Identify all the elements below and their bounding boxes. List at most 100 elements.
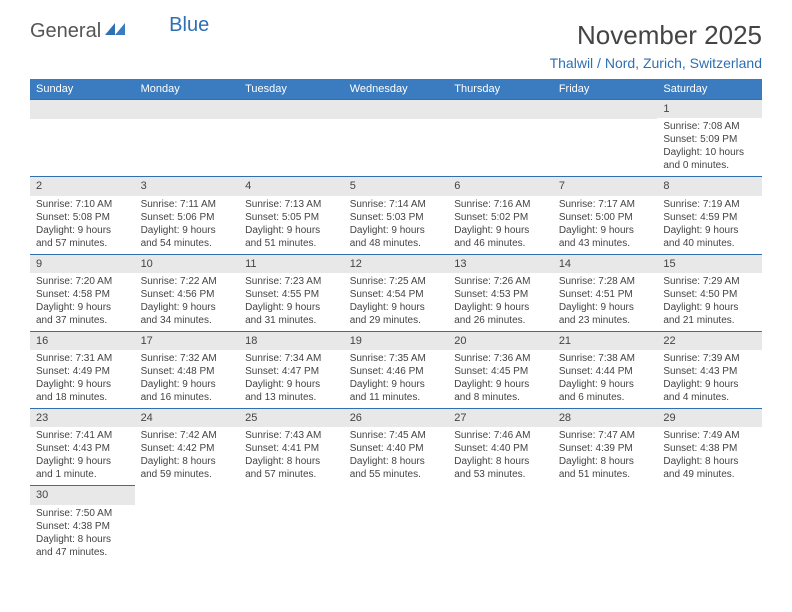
day-line: Daylight: 8 hours [663, 455, 756, 468]
day-line: Sunrise: 7:13 AM [245, 198, 338, 211]
day-line: Sunrise: 7:29 AM [663, 275, 756, 288]
day-number: 16 [30, 331, 135, 350]
day-cell: 29Sunrise: 7:49 AMSunset: 4:38 PMDayligh… [657, 408, 762, 485]
day-line: Daylight: 9 hours [454, 378, 547, 391]
day-cell [448, 99, 553, 176]
day-cell: 19Sunrise: 7:35 AMSunset: 4:46 PMDayligh… [344, 331, 449, 408]
day-details: Sunrise: 7:49 AMSunset: 4:38 PMDaylight:… [657, 427, 762, 485]
day-number: 26 [344, 408, 449, 427]
day-line: Sunset: 4:43 PM [663, 365, 756, 378]
day-line: Sunrise: 7:10 AM [36, 198, 129, 211]
day-line: Sunrise: 7:43 AM [245, 429, 338, 442]
day-line: and 57 minutes. [36, 237, 129, 250]
day-line: and 59 minutes. [141, 468, 234, 481]
day-details: Sunrise: 7:17 AMSunset: 5:00 PMDaylight:… [553, 196, 658, 254]
day-line: and 49 minutes. [663, 468, 756, 481]
week-row: 16Sunrise: 7:31 AMSunset: 4:49 PMDayligh… [30, 331, 762, 408]
flag-icon [105, 20, 127, 43]
day-line: Sunrise: 7:16 AM [454, 198, 547, 211]
day-line: Daylight: 9 hours [141, 301, 234, 314]
day-line: Sunrise: 7:41 AM [36, 429, 129, 442]
day-line: Daylight: 8 hours [245, 455, 338, 468]
day-line: Sunrise: 7:31 AM [36, 352, 129, 365]
day-line: Sunrise: 7:39 AM [663, 352, 756, 365]
day-line: Sunset: 4:59 PM [663, 211, 756, 224]
logo-text-blue: Blue [169, 14, 209, 37]
day-line: and 51 minutes. [245, 237, 338, 250]
day-line: Daylight: 8 hours [350, 455, 443, 468]
day-line: Sunset: 4:45 PM [454, 365, 547, 378]
day-line: and 37 minutes. [36, 314, 129, 327]
day-cell: 3Sunrise: 7:11 AMSunset: 5:06 PMDaylight… [135, 176, 240, 253]
day-number: 4 [239, 176, 344, 195]
day-cell: 23Sunrise: 7:41 AMSunset: 4:43 PMDayligh… [30, 408, 135, 485]
day-cell: 8Sunrise: 7:19 AMSunset: 4:59 PMDaylight… [657, 176, 762, 253]
day-cell: 21Sunrise: 7:38 AMSunset: 4:44 PMDayligh… [553, 331, 658, 408]
day-cell: 17 Sunrise: 7:32 AMSunset: 4:48 PMDayligh… [135, 331, 240, 408]
day-line: and 8 minutes. [454, 391, 547, 404]
day-cell: 28Sunrise: 7:47 AMSunset: 4:39 PMDayligh… [553, 408, 658, 485]
day-line: Daylight: 8 hours [454, 455, 547, 468]
day-number: 1 [657, 99, 762, 118]
day-line: and 4 minutes. [663, 391, 756, 404]
day-number: 12 [344, 254, 449, 273]
day-cell [553, 99, 658, 176]
day-line: Sunrise: 7:32 AM [141, 352, 234, 365]
day-line: Daylight: 9 hours [350, 224, 443, 237]
day-line: Daylight: 9 hours [141, 378, 234, 391]
day-number: 22 [657, 331, 762, 350]
day-number: 3 [135, 176, 240, 195]
day-line: Daylight: 9 hours [663, 301, 756, 314]
day-cell: 14Sunrise: 7:28 AMSunset: 4:51 PMDayligh… [553, 254, 658, 331]
day-cell: 5Sunrise: 7:14 AMSunset: 5:03 PMDaylight… [344, 176, 449, 253]
day-line: and 1 minute. [36, 468, 129, 481]
day-cell: 30Sunrise: 7:50 AMSunset: 4:38 PMDayligh… [30, 485, 135, 562]
day-details: Sunrise: 7:41 AMSunset: 4:43 PMDaylight:… [30, 427, 135, 485]
day-line: Sunrise: 7:25 AM [350, 275, 443, 288]
week-row: 1Sunrise: 7:08 AMSunset: 5:09 PMDaylight… [30, 99, 762, 176]
col-tue: Tuesday [239, 79, 344, 99]
day-number: 30 [30, 485, 135, 504]
day-line: and 46 minutes. [454, 237, 547, 250]
day-cell: 22 Sunrise: 7:39 AMSunset: 4:43 PMDayligh… [657, 331, 762, 408]
day-number: 9 [30, 254, 135, 273]
week-row: 30Sunrise: 7:50 AMSunset: 4:38 PMDayligh… [30, 485, 762, 562]
day-line: Sunset: 4:48 PM [141, 365, 234, 378]
day-line: Sunrise: 7:22 AM [141, 275, 234, 288]
day-cell: 9Sunrise: 7:20 AMSunset: 4:58 PMDaylight… [30, 254, 135, 331]
day-line: Sunset: 5:06 PM [141, 211, 234, 224]
day-cell: 26Sunrise: 7:45 AMSunset: 4:40 PMDayligh… [344, 408, 449, 485]
day-line: Sunrise: 7:49 AM [663, 429, 756, 442]
day-cell: 15Sunrise: 7:29 AMSunset: 4:50 PMDayligh… [657, 254, 762, 331]
day-number: 17 [135, 331, 240, 350]
day-number: 21 [553, 331, 658, 350]
day-cell: 10Sunrise: 7:22 AMSunset: 4:56 PMDayligh… [135, 254, 240, 331]
day-number: 5 [344, 176, 449, 195]
day-details: Sunrise: 7:29 AMSunset: 4:50 PMDaylight:… [657, 273, 762, 331]
day-line: and 11 minutes. [350, 391, 443, 404]
col-sat: Saturday [657, 79, 762, 99]
empty-day-band [344, 99, 449, 119]
day-details: Sunrise: 7:26 AMSunset: 4:53 PMDaylight:… [448, 273, 553, 331]
day-number: 2 [30, 176, 135, 195]
day-cell [239, 485, 344, 562]
day-line: Daylight: 9 hours [663, 378, 756, 391]
day-line: Sunset: 4:39 PM [559, 442, 652, 455]
day-number: 29 [657, 408, 762, 427]
day-line: Daylight: 9 hours [559, 224, 652, 237]
day-line: and 34 minutes. [141, 314, 234, 327]
col-wed: Wednesday [344, 79, 449, 99]
day-details: Sunrise: 7:34 AMSunset: 4:47 PMDaylight:… [239, 350, 344, 408]
week-row: 9Sunrise: 7:20 AMSunset: 4:58 PMDaylight… [30, 254, 762, 331]
day-line: and 6 minutes. [559, 391, 652, 404]
day-details: Sunrise: 7:31 AMSunset: 4:49 PMDaylight:… [30, 350, 135, 408]
day-cell [344, 485, 449, 562]
day-line: and 18 minutes. [36, 391, 129, 404]
day-line: Daylight: 9 hours [36, 301, 129, 314]
day-line: Daylight: 9 hours [36, 224, 129, 237]
day-line: Sunset: 4:55 PM [245, 288, 338, 301]
day-line: Sunset: 4:41 PM [245, 442, 338, 455]
day-details: Sunrise: 7:19 AMSunset: 4:59 PMDaylight:… [657, 196, 762, 254]
day-line: Sunset: 4:47 PM [245, 365, 338, 378]
empty-day-band [239, 99, 344, 119]
